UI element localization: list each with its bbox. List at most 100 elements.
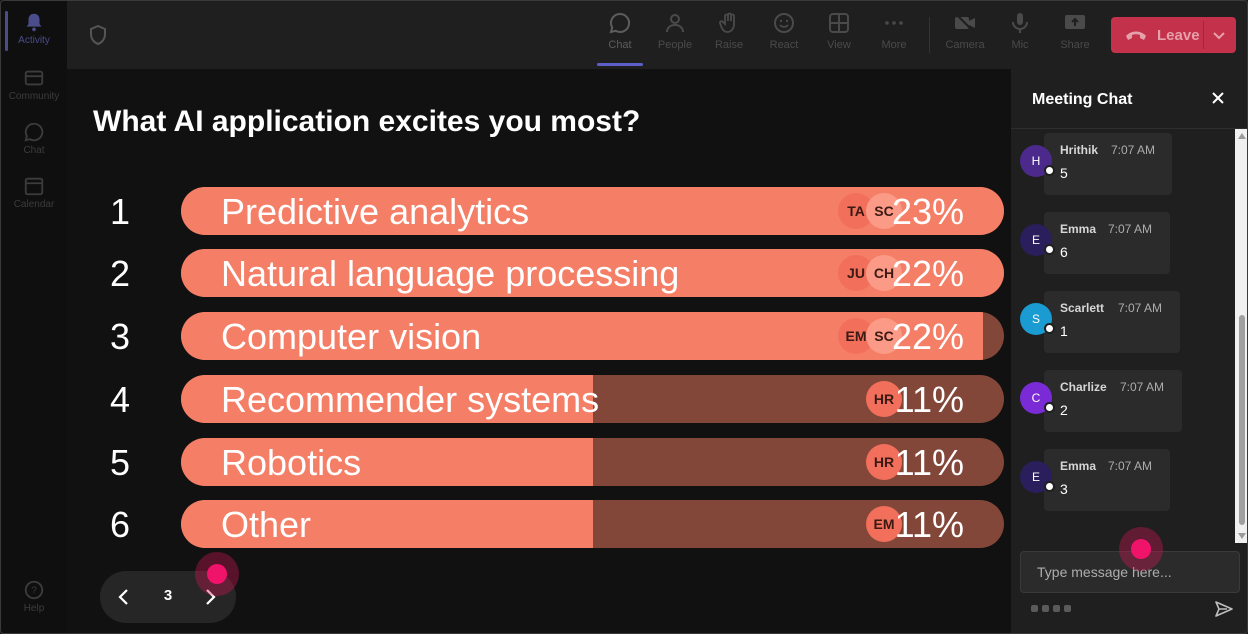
gif-icon[interactable] [1064,605,1071,612]
camera-button-label: Camera [945,39,985,51]
pointer-highlight [1119,527,1163,571]
option-label: Robotics [221,442,362,483]
voter-avatar: HR [866,381,902,417]
presence-dot [1044,323,1055,334]
message-bubble: Emma 7:07 AM 6 [1044,212,1170,274]
option-bar: Other EM 11% [181,500,1004,548]
scroll-down-icon[interactable] [1238,533,1246,539]
scroll-up-icon[interactable] [1238,133,1246,139]
rail-item-label: Chat [23,145,45,156]
toolbar-divider [929,17,930,53]
view-button-label: View [827,39,851,51]
chat-message: Emma 7:07 AM 6 E [1011,208,1235,274]
poll-option: 4 Recommender systems HR 11% [67,375,1011,423]
message-text: 2 [1060,402,1068,418]
mic-button[interactable]: Mic [995,11,1045,51]
message-time: 7:07 AM [1118,301,1163,315]
sender-name: Charlize [1060,380,1107,394]
option-label: Predictive analytics [221,191,530,232]
bell-icon [26,13,42,32]
presence-dot [1044,402,1055,413]
pointer-highlight [195,552,239,596]
presence-dot [1044,481,1055,492]
avatar[interactable]: H [1020,145,1052,177]
option-bar: Computer vision EM SC 22% [181,312,1004,360]
chat-icon [24,122,44,142]
shield-icon[interactable] [89,25,107,45]
rail-item-help[interactable]: ? Help [1,579,67,614]
rail-item-calendar[interactable]: Calendar [1,175,67,210]
close-icon[interactable] [1211,91,1225,105]
community-icon [24,70,44,86]
sender-name: Emma [1060,459,1097,473]
message-bubble: Charlize 7:07 AM 2 [1044,370,1182,432]
scroll-thumb[interactable] [1239,315,1245,525]
more-button-label: More [881,39,907,51]
voter-avatar: CH [866,255,902,291]
message-time: 7:07 AM [1108,222,1153,236]
option-percent: 11% [894,379,964,420]
more-icon [885,21,903,25]
chat-message-input[interactable]: Type message here... [1020,551,1240,593]
chat-message: Hrithik 7:07 AM 5 H [1011,129,1235,195]
poll-stage: What AI application excites you most? 1 … [67,69,1011,633]
rail-item-community[interactable]: Community [1,67,67,102]
rail-item-chat[interactable]: Chat [1,121,67,156]
chat-message: Scarlett 7:07 AM 1 S [1011,287,1235,353]
voter-avatar: EM [866,506,902,542]
poll-option: 3 Computer vision EM SC 22% [67,312,1011,360]
smiley-icon [774,13,794,33]
chat-button[interactable]: Chat [595,11,645,66]
message-bubble: Hrithik 7:07 AM 5 [1044,133,1172,195]
raise-hand-button[interactable]: Raise [704,11,754,51]
rail-item-activity[interactable]: Activity [1,11,67,51]
option-bar: Predictive analytics TA SC 23% [181,187,1004,235]
chat-scrollbar[interactable] [1235,129,1247,543]
chat-icon [609,12,631,34]
meeting-chat-panel: Meeting Chat Hrithik 7:07 AM 5 H Emma 7:… [1011,69,1247,633]
chat-button-label: Chat [608,39,632,51]
share-screen-icon [1065,15,1085,29]
poll-option: 5 Robotics HR 11% [67,438,1011,486]
attach-icon[interactable] [1042,605,1049,612]
chevron-right-icon[interactable] [200,587,220,607]
option-percent: 22% [891,253,964,294]
rail-item-label: Calendar [13,199,55,210]
share-button-label: Share [1060,39,1090,51]
rail-item-label: Activity [18,35,50,46]
option-bar: Recommender systems HR 11% [181,375,1004,423]
view-button[interactable]: View [814,11,864,51]
emoji-icon[interactable] [1053,605,1060,612]
option-bar-fill [181,500,593,548]
option-bar: Robotics HR 11% [181,438,1004,486]
message-text: 1 [1060,323,1068,339]
mic-button-label: Mic [1011,39,1029,51]
hang-up-icon [1126,31,1146,40]
voter-avatar: SC [866,318,902,354]
share-button[interactable]: Share [1050,11,1100,51]
chat-message-list[interactable]: Hrithik 7:07 AM 5 H Emma 7:07 AM 6 E Sca… [1011,129,1235,543]
react-button-label: React [769,39,799,51]
chevron-left-icon[interactable] [114,587,134,607]
chevron-down-icon[interactable] [1211,27,1227,43]
voter-avatar: SC [866,193,902,229]
camera-button[interactable]: Camera [940,11,990,51]
message-bubble: Emma 7:07 AM 3 [1044,449,1170,511]
option-bar-fill [181,375,593,423]
poll-option: 6 Other EM 11% [67,500,1011,548]
option-label: Natural language processing [221,253,680,294]
hand-icon [719,12,735,33]
meeting-toolbar: Chat People Raise React View More Camera [67,1,1247,69]
presence-dot [1044,165,1055,176]
send-icon[interactable] [1214,599,1234,619]
option-number: 6 [109,504,131,545]
react-button[interactable]: React [759,11,809,51]
format-icon[interactable] [1031,605,1038,612]
more-button[interactable]: More [869,11,919,51]
svg-text:?: ? [31,586,37,597]
option-number: 5 [109,442,131,483]
voter-avatar: HR [866,444,902,480]
option-percent: 11% [894,504,964,545]
people-button[interactable]: People [650,11,700,51]
leave-button[interactable]: Leave [1111,17,1236,53]
